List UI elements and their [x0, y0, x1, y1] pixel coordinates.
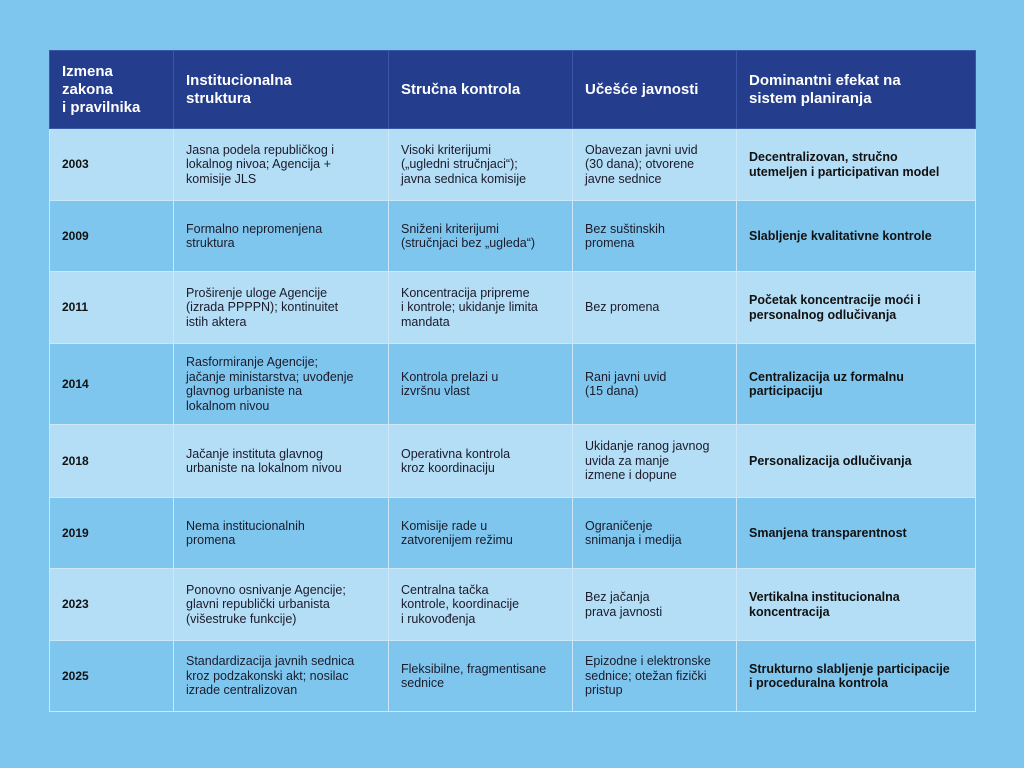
planning-reform-table: Izmena zakona i pravilnika Institucional… — [49, 50, 976, 712]
header-amendment: Izmena zakona i pravilnika — [49, 50, 174, 129]
table-row: 2025 Standardizacija javnih sednica kroz … — [49, 640, 976, 712]
cell-dominant-effect: Personalizacija odlučivanja — [736, 424, 976, 498]
cell-year: 2009 — [49, 200, 174, 272]
cell-year: 2025 — [49, 640, 174, 712]
cell-dominant-effect: Decentralizovan, stručno utemeljen i par… — [736, 128, 976, 201]
header-row: Izmena zakona i pravilnika Institucional… — [49, 50, 976, 129]
cell-expert-control: Kontrola prelazi u izvršnu vlast — [388, 343, 573, 425]
cell-institutional-structure: Jačanje instituta glavnog urbaniste na l… — [173, 424, 389, 498]
cell-institutional-structure: Formalno nepromenjena struktura — [173, 200, 389, 272]
cell-public-participation: Rani javni uvid (15 dana) — [572, 343, 737, 425]
cell-expert-control: Sniženi kriterijumi (stručnjaci bez „ugl… — [388, 200, 573, 272]
cell-year: 2018 — [49, 424, 174, 498]
cell-public-participation: Epizodne i elektronske sednice; otežan f… — [572, 640, 737, 712]
cell-year: 2003 — [49, 128, 174, 201]
cell-public-participation: Bez jačanja prava javnosti — [572, 568, 737, 641]
cell-public-participation: Bez promena — [572, 271, 737, 344]
table-row: 2011 Proširenje uloge Agencije (izrada PP… — [49, 271, 976, 344]
cell-expert-control: Visoki kriterijumi („ugledni stručnjaci“… — [388, 128, 573, 201]
cell-dominant-effect: Centralizacija uz formalnu participaciju — [736, 343, 976, 425]
cell-public-participation: Ograničenje snimanja i medija — [572, 497, 737, 569]
cell-year: 2023 — [49, 568, 174, 641]
cell-dominant-effect: Vertikalna institucionalna koncentracija — [736, 568, 976, 641]
cell-dominant-effect: Strukturno slabljenje participacije i pr… — [736, 640, 976, 712]
cell-expert-control: Koncentracija pripreme i kontrole; ukida… — [388, 271, 573, 344]
table-row: 2018 Jačanje instituta glavnog urbaniste … — [49, 424, 976, 498]
cell-expert-control: Operativna kontrola kroz koordinaciju — [388, 424, 573, 498]
cell-year: 2019 — [49, 497, 174, 569]
cell-public-participation: Ukidanje ranog javnog uvida za manje izm… — [572, 424, 737, 498]
cell-institutional-structure: Standardizacija javnih sednica kroz podz… — [173, 640, 389, 712]
cell-dominant-effect: Slabljenje kvalitativne kontrole — [736, 200, 976, 272]
table-row: 2009 Formalno nepromenjena struktura Sniže… — [49, 200, 976, 272]
cell-expert-control: Fleksibilne, fragmentisane sednice — [388, 640, 573, 712]
cell-expert-control: Komisije rade u zatvorenijem režimu — [388, 497, 573, 569]
cell-institutional-structure: Ponovno osnivanje Agencije; glavni repub… — [173, 568, 389, 641]
cell-dominant-effect: Početak koncentracije moći i personalnog… — [736, 271, 976, 344]
cell-dominant-effect: Smanjena transparentnost — [736, 497, 976, 569]
header-public-participation: Učešće javnosti — [572, 50, 737, 129]
table-row: 2003 Jasna podela republičkog i lokalnog … — [49, 128, 976, 201]
cell-institutional-structure: Rasformiranje Agencije; jačanje ministar… — [173, 343, 389, 425]
table-row: 2019 Nema institucionalnih promena Komisij… — [49, 497, 976, 569]
cell-institutional-structure: Proširenje uloge Agencije (izrada PPPPN)… — [173, 271, 389, 344]
cell-year: 2011 — [49, 271, 174, 344]
cell-public-participation: Bez suštinskih promena — [572, 200, 737, 272]
header-expert-control: Stručna kontrola — [388, 50, 573, 129]
table-row: 2023 Ponovno osnivanje Agencije; glavni r… — [49, 568, 976, 641]
cell-year: 2014 — [49, 343, 174, 425]
table-row: 2014 Rasformiranje Agencije; jačanje mini… — [49, 343, 976, 425]
header-institutional-structure: Institucionalna struktura — [173, 50, 389, 129]
cell-institutional-structure: Jasna podela republičkog i lokalnog nivo… — [173, 128, 389, 201]
header-dominant-effect: Dominantni efekat na sistem planiranja — [736, 50, 976, 129]
cell-expert-control: Centralna tačka kontrole, koordinacije i… — [388, 568, 573, 641]
cell-public-participation: Obavezan javni uvid (30 dana); otvorene … — [572, 128, 737, 201]
cell-institutional-structure: Nema institucionalnih promena — [173, 497, 389, 569]
